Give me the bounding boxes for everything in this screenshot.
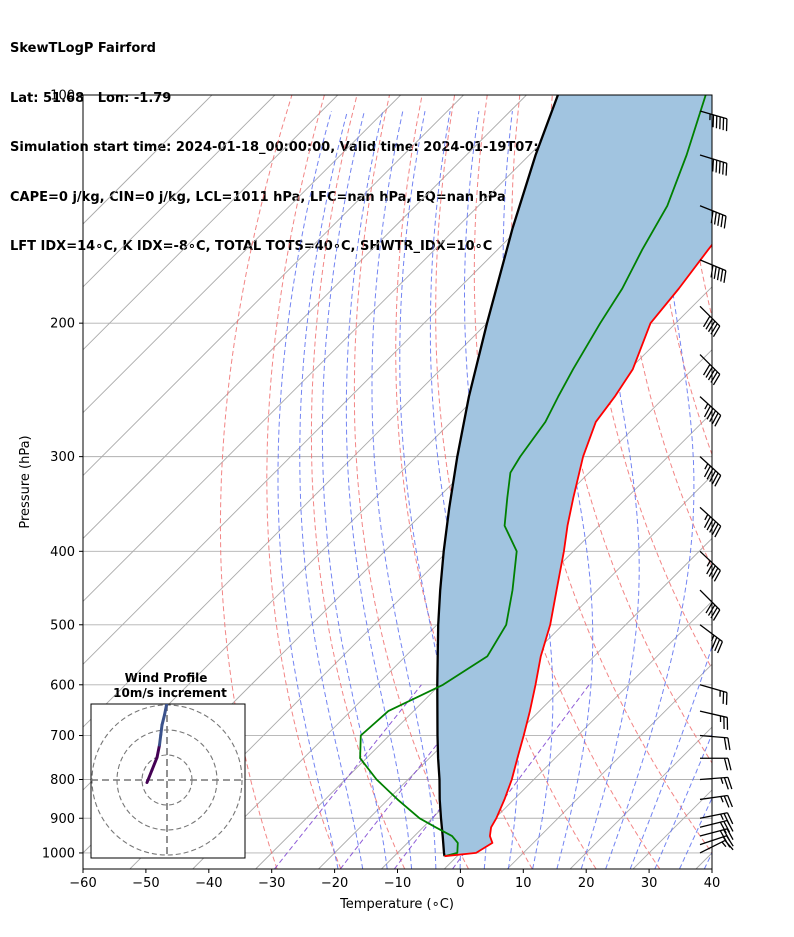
barb-flag: [721, 215, 723, 227]
barb-staff: [700, 840, 725, 853]
x-tick-label: −40: [195, 876, 222, 891]
barb-half-flag: [705, 514, 708, 519]
wind-barb: [700, 507, 721, 537]
barb-half-flag: [705, 404, 708, 409]
barb-half-flag: [705, 464, 708, 469]
wind-barb: [700, 457, 721, 487]
barb-flag: [725, 758, 728, 770]
x-tick-label: −60: [69, 876, 96, 891]
hodograph-segment: [161, 725, 162, 735]
moist-adiabat: [322, 111, 387, 869]
hodograph-segment: [200, 620, 205, 625]
x-tick-label: −50: [132, 876, 159, 891]
y-tick-label: 500: [50, 618, 75, 633]
barb-flag: [724, 216, 726, 228]
y-tick-label: 1000: [42, 846, 75, 861]
dry-adiabat: [780, 95, 794, 869]
wind-barb: [700, 736, 730, 751]
hodograph-segment: [160, 735, 161, 745]
barb-flag: [728, 777, 732, 789]
barb-flag: [714, 267, 716, 279]
moist-adiabat: [278, 111, 338, 869]
x-tick-label: −10: [384, 876, 411, 891]
wind-barb: [700, 758, 731, 770]
x-axis-label: Temperature (∘C): [339, 897, 454, 912]
wind-barb: [700, 590, 720, 620]
barb-flag: [728, 738, 730, 750]
x-tick-label: 20: [578, 876, 595, 891]
y-tick-label: 900: [50, 812, 75, 827]
barb-flag: [711, 265, 713, 277]
y-tick-label: 600: [50, 678, 75, 693]
barb-half-flag: [721, 778, 723, 784]
x-tick-label: 0: [456, 876, 464, 891]
isotherm: [759, 95, 794, 869]
barb-staff: [700, 625, 722, 642]
barb-flag: [724, 778, 728, 790]
cin-shading: [437, 95, 794, 856]
barb-flag: [723, 162, 724, 174]
dry-adiabat: [715, 95, 794, 869]
barb-half-flag: [722, 842, 726, 847]
barb-half-flag: [721, 814, 724, 820]
barb-flag: [715, 212, 717, 224]
moist-adiabat: [754, 111, 794, 869]
moist-adiabat: [372, 111, 436, 869]
y-tick-label: 200: [50, 317, 75, 332]
barb-flag: [724, 738, 726, 750]
wind-barb: [700, 685, 727, 705]
moist-adiabat: [729, 111, 794, 869]
barb-flag: [716, 160, 717, 172]
x-tick-label: 30: [641, 876, 658, 891]
barb-flag: [721, 269, 723, 281]
barb-flag: [713, 159, 714, 171]
x-tick-label: −30: [258, 876, 285, 891]
barb-half-flag: [721, 796, 723, 802]
barb-staff: [700, 736, 728, 738]
x-tick-label: −20: [321, 876, 348, 891]
barb-flag: [726, 163, 727, 175]
hodograph-segment: [172, 615, 175, 625]
y-tick-label: 400: [50, 545, 75, 560]
hodograph-segment: [172, 625, 175, 635]
wind-barb: [700, 551, 720, 581]
y-tick-label: 300: [50, 450, 75, 465]
dry-adiabat: [748, 95, 794, 869]
skewt-chart: −60 −50 −40 −30 −20 −10 0 10 20 30 40 1000 900 800 700…: [0, 0, 794, 937]
barb-staff: [700, 777, 728, 779]
moist-adiabat: [300, 111, 363, 869]
barb-flag: [719, 161, 720, 173]
barb-flag: [718, 268, 720, 280]
moist-adiabat: [346, 111, 411, 869]
wind-barb: [700, 777, 732, 789]
x-tick-label: 10: [515, 876, 532, 891]
hodograph-subtitle: 10m/s increment: [113, 686, 227, 700]
x-tick-label: 40: [704, 876, 721, 891]
hodograph-frame: [91, 704, 245, 858]
barb-flag: [724, 271, 726, 283]
hodograph-title: Wind Profile: [125, 671, 208, 685]
barb-flag: [728, 758, 731, 770]
barb-staff: [700, 685, 727, 693]
hodograph-segment: [170, 648, 173, 658]
wind-barb: [700, 306, 720, 336]
y-tick-label: 700: [50, 729, 75, 744]
barb-flag: [718, 214, 720, 226]
y-axis-label: Pressure (hPa): [18, 435, 33, 528]
y-tick-label: 800: [50, 773, 75, 788]
y-tick-label: 100: [50, 89, 75, 104]
wind-barb: [700, 711, 728, 730]
barb-staff: [700, 711, 727, 717]
hodograph: [91, 610, 245, 858]
